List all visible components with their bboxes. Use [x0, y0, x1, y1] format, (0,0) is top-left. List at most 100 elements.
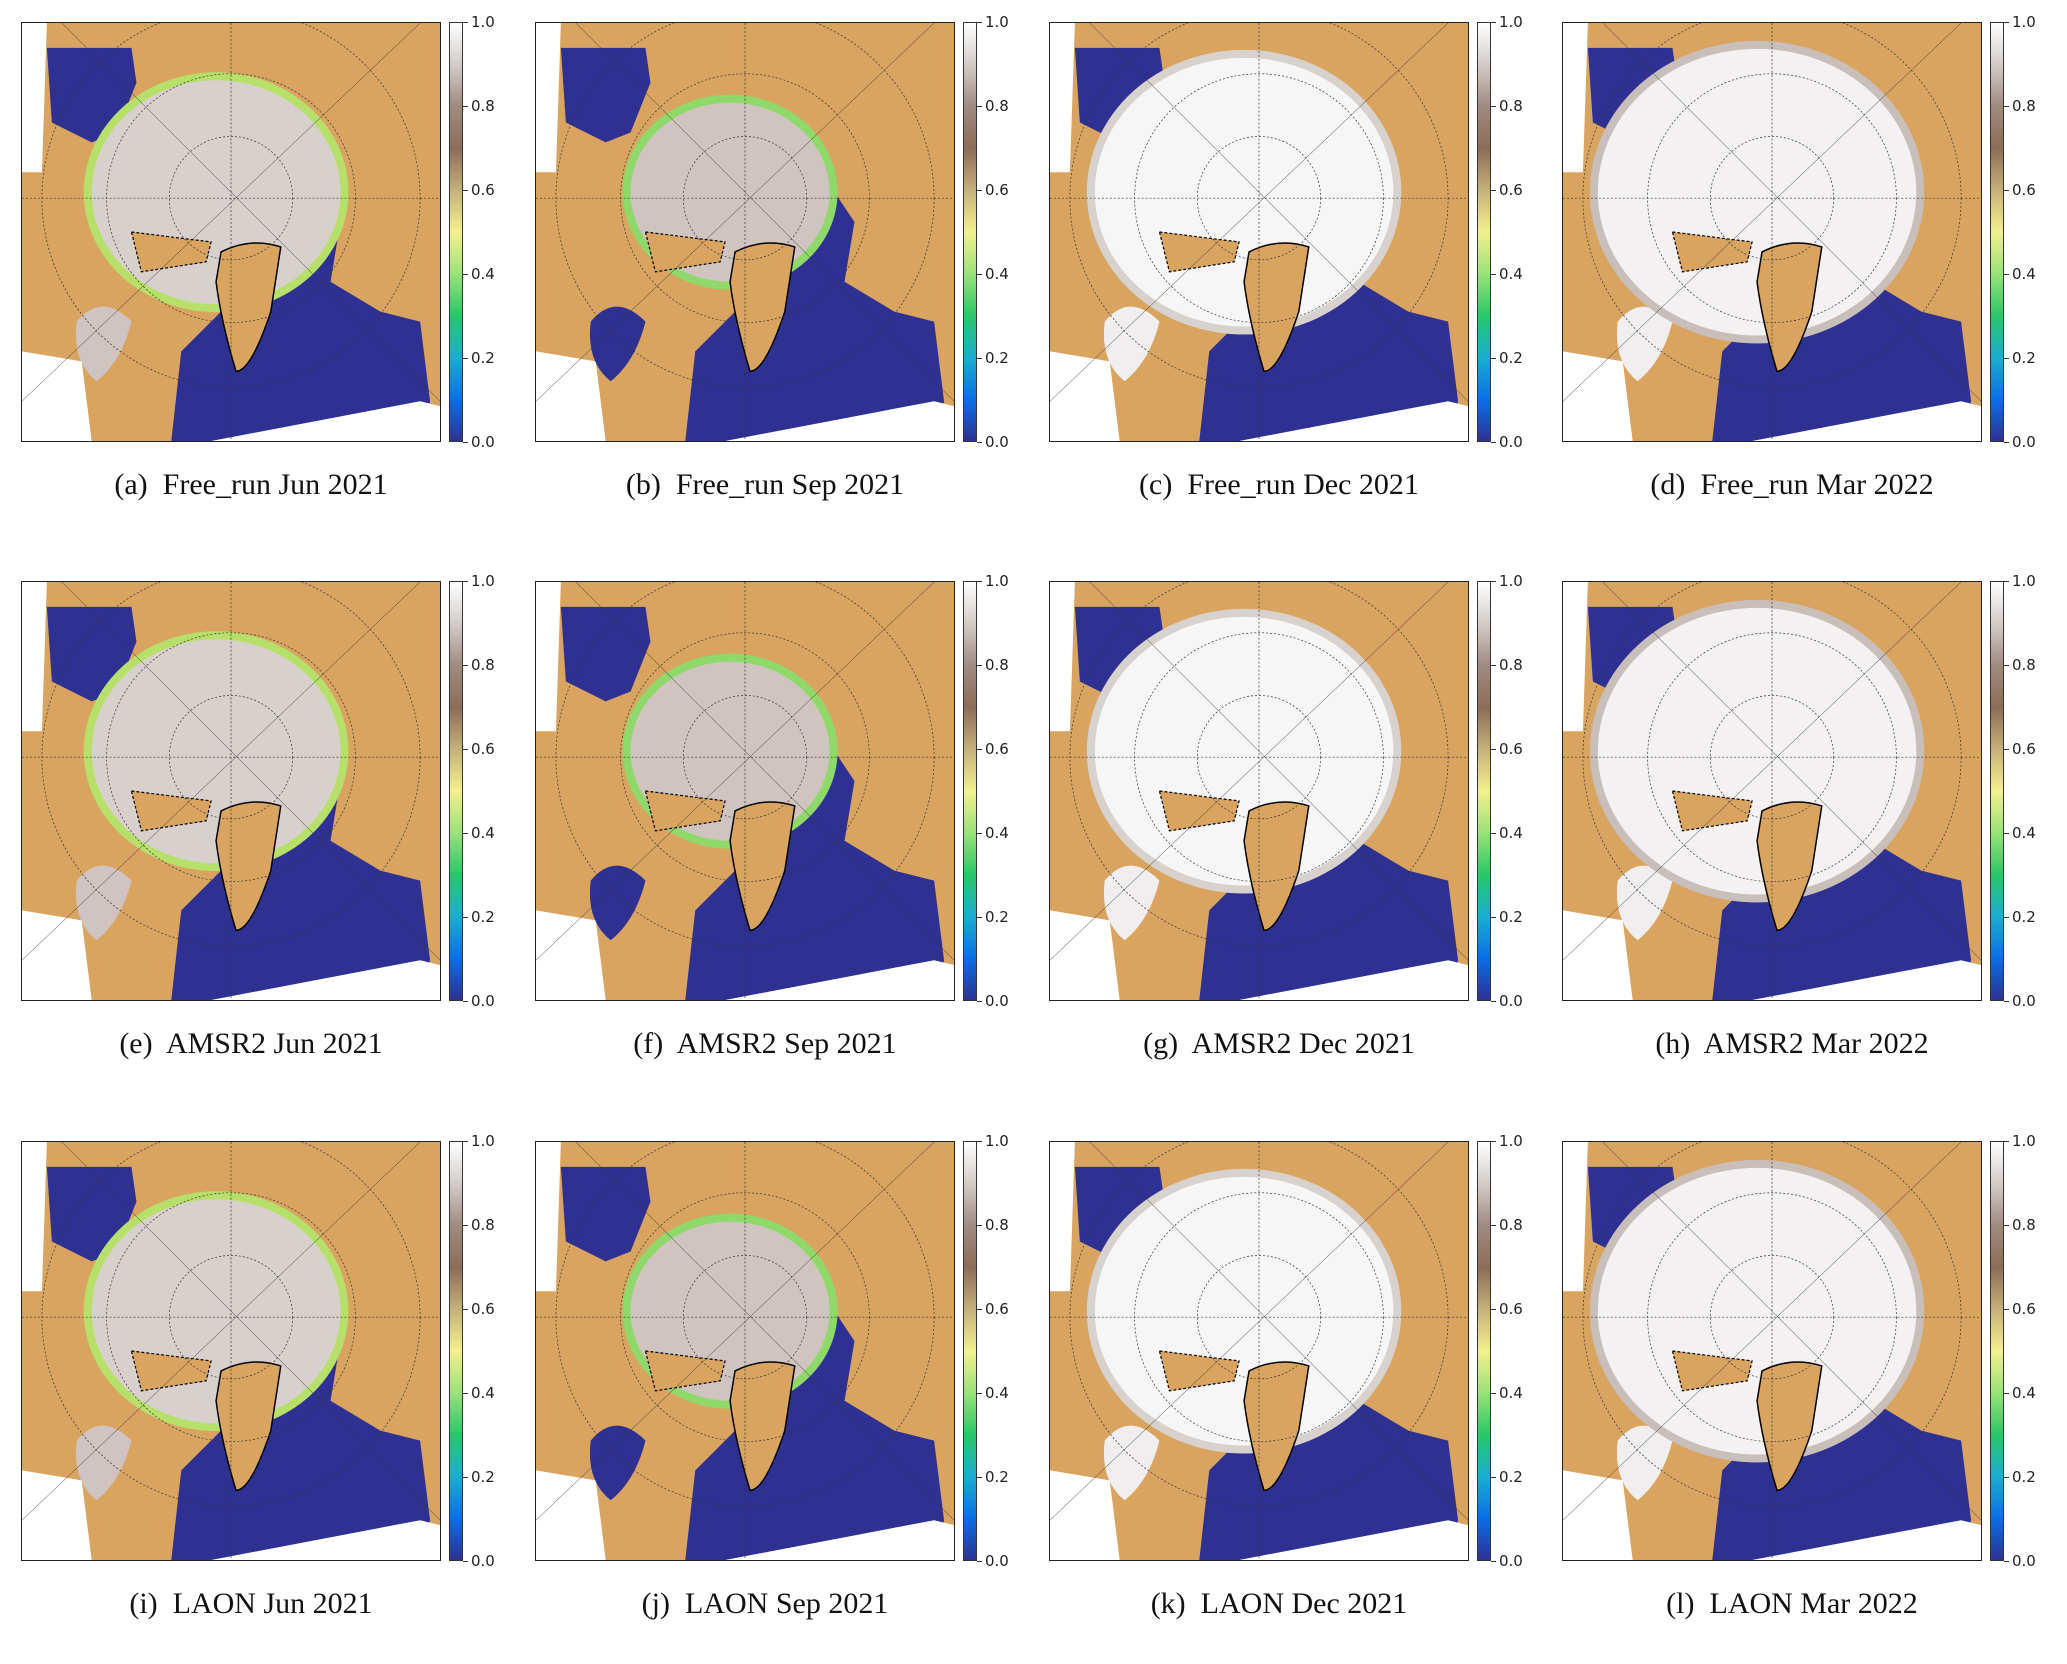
- subfigure-caption: (k) LAON Dec 2021: [1049, 1587, 1509, 1621]
- colorbar-tick-label: 0.2: [1491, 908, 1523, 926]
- subfigure-title: Free_run Jun 2021: [162, 468, 388, 501]
- colorbar-tick-label: 0.8: [1491, 656, 1523, 674]
- colorbar-tick-label: 0.8: [977, 656, 1009, 674]
- colorbar-tick-label: 0.2: [977, 349, 1009, 367]
- no-data-area: [536, 1142, 606, 1560]
- subfigure-label: (d): [1650, 468, 1686, 501]
- canadian-archipelago: [130, 231, 212, 273]
- subfigure-title: AMSR2 Dec 2021: [1191, 1027, 1415, 1060]
- subfigure-title: AMSR2 Sep 2021: [676, 1027, 897, 1060]
- subfigure-panel: 0.0 0.2 0.4 0.6 0.8 1.0 (e) AMSR2 Jun 2021: [21, 574, 521, 1101]
- colorbar-tick-label: 0.8: [1491, 1216, 1523, 1234]
- sea-ice-concentration-map: [1049, 581, 1469, 1001]
- canadian-archipelago: [1158, 790, 1240, 832]
- colorbar-tick-label: 0.6: [2004, 1300, 2036, 1318]
- subfigure-label: (a): [114, 468, 148, 501]
- colorbar-tick-label: 0.8: [977, 1216, 1009, 1234]
- subfigure-panel: 0.0 0.2 0.4 0.6 0.8 1.0 (i) LAON Jun 2021: [21, 1134, 521, 1661]
- colorbar-tick-label: 0.8: [977, 97, 1009, 115]
- colorbar-tick-label: 0.4: [463, 265, 495, 283]
- hudson-bay: [1103, 306, 1160, 382]
- greenland: [1243, 242, 1310, 373]
- colorbar-tick-label: 0.0: [463, 433, 495, 451]
- hudson-bay: [1103, 1425, 1160, 1501]
- hudson-bay: [589, 1425, 646, 1501]
- no-data-area: [22, 23, 92, 441]
- colorbar: [449, 581, 463, 1001]
- subfigure-panel: 0.0 0.2 0.4 0.6 0.8 1.0 (k) LAON Dec 2021: [1049, 1134, 1549, 1661]
- no-data-area: [536, 582, 606, 1000]
- hudson-bay: [75, 865, 132, 941]
- subfigure-caption: (l) LAON Mar 2022: [1562, 1587, 2022, 1621]
- colorbar-tick-label: 0.6: [1491, 740, 1523, 758]
- subfigure-panel: 0.0 0.2 0.4 0.6 0.8 1.0 (g) AMSR2 Dec 2021: [1049, 574, 1549, 1101]
- canadian-archipelago: [130, 1350, 212, 1392]
- no-data-area: [725, 960, 954, 1000]
- atlantic-ocean: [171, 192, 431, 441]
- colorbar-tick-label: 0.2: [2004, 908, 2036, 926]
- canadian-archipelago: [130, 790, 212, 832]
- atlantic-ocean: [1199, 192, 1459, 441]
- subfigure-caption: (f) AMSR2 Sep 2021: [535, 1027, 995, 1061]
- colorbar-tick-label: 0.6: [463, 1300, 495, 1318]
- canadian-archipelago: [1158, 231, 1240, 273]
- colorbar: [449, 1141, 463, 1561]
- colorbar-tick-label: 0.4: [1491, 1384, 1523, 1402]
- colorbar-tick-label: 0.4: [463, 824, 495, 842]
- no-data-area: [1563, 582, 1633, 1000]
- subfigure-caption: (c) Free_run Dec 2021: [1049, 468, 1509, 502]
- no-data-area: [1752, 401, 1981, 441]
- colorbar-tick-label: 1.0: [1491, 13, 1523, 31]
- sea-ice-concentration-map: [1562, 1141, 1982, 1561]
- colorbar: [449, 22, 463, 442]
- colorbar-tick-label: 0.0: [2004, 433, 2036, 451]
- hudson-bay: [589, 865, 646, 941]
- subfigure-label: (g): [1143, 1027, 1179, 1060]
- colorbar-tick-label: 0.8: [2004, 1216, 2036, 1234]
- colorbar-tick-label: 0.6: [1491, 181, 1523, 199]
- hudson-bay: [1616, 1425, 1673, 1501]
- subfigure-title: LAON Sep 2021: [685, 1587, 889, 1620]
- sea-ice-concentration-map: [535, 1141, 955, 1561]
- no-data-area: [211, 1520, 440, 1560]
- colorbar-tick-label: 0.4: [977, 824, 1009, 842]
- colorbar-tick-label: 0.0: [2004, 1552, 2036, 1570]
- subfigure-label: (i): [129, 1587, 158, 1620]
- greenland: [215, 1361, 282, 1492]
- colorbar-tick-label: 0.6: [463, 740, 495, 758]
- colorbar: [963, 581, 977, 1001]
- subfigure-panel: 0.0 0.2 0.4 0.6 0.8 1.0 (d) Free_run Mar 2022: [1562, 15, 2062, 542]
- colorbar-tick-label: 0.6: [1491, 1300, 1523, 1318]
- subfigure-title: Free_run Mar 2022: [1700, 468, 1934, 501]
- subfigure-panel: 0.0 0.2 0.4 0.6 0.8 1.0 (j) LAON Sep 2021: [535, 1134, 1035, 1661]
- colorbar-tick-label: 0.0: [463, 992, 495, 1010]
- subfigure-label: (j): [641, 1587, 670, 1620]
- sea-ice: [91, 1199, 341, 1424]
- sea-ice-concentration-map: [1562, 22, 1982, 442]
- subfigure-panel: 0.0 0.2 0.4 0.6 0.8 1.0 (l) LAON Mar 2022: [1562, 1134, 2062, 1661]
- subfigure-panel: 0.0 0.2 0.4 0.6 0.8 1.0 (c) Free_run Dec 2021: [1049, 15, 1549, 542]
- subfigure-caption: (e) AMSR2 Jun 2021: [21, 1027, 481, 1061]
- colorbar-tick-label: 0.6: [2004, 740, 2036, 758]
- sea-ice: [1597, 48, 1917, 336]
- subfigure-caption: (i) LAON Jun 2021: [21, 1587, 481, 1621]
- sea-ice-concentration-map: [1562, 581, 1982, 1001]
- graticule: [1050, 1142, 1468, 1560]
- colorbar-tick-label: 0.4: [977, 1384, 1009, 1402]
- colorbar-tick-label: 0.6: [977, 740, 1009, 758]
- hudson-bay: [1616, 865, 1673, 941]
- graticule: [536, 582, 954, 1000]
- no-data-area: [1239, 1520, 1468, 1560]
- subfigure-label: (b): [625, 468, 661, 501]
- atlantic-ocean: [1199, 1311, 1459, 1560]
- colorbar-tick-label: 0.2: [2004, 1468, 2036, 1486]
- colorbar-tick-label: 0.8: [2004, 656, 2036, 674]
- colorbar-tick-label: 0.2: [463, 349, 495, 367]
- subfigure-label: (l): [1666, 1587, 1695, 1620]
- colorbar-tick-label: 0.0: [977, 433, 1009, 451]
- colorbar: [1990, 581, 2004, 1001]
- graticule: [22, 1142, 440, 1560]
- graticule: [1563, 1142, 1981, 1560]
- colorbar-tick-label: 1.0: [1491, 1132, 1523, 1150]
- no-data-area: [1050, 582, 1120, 1000]
